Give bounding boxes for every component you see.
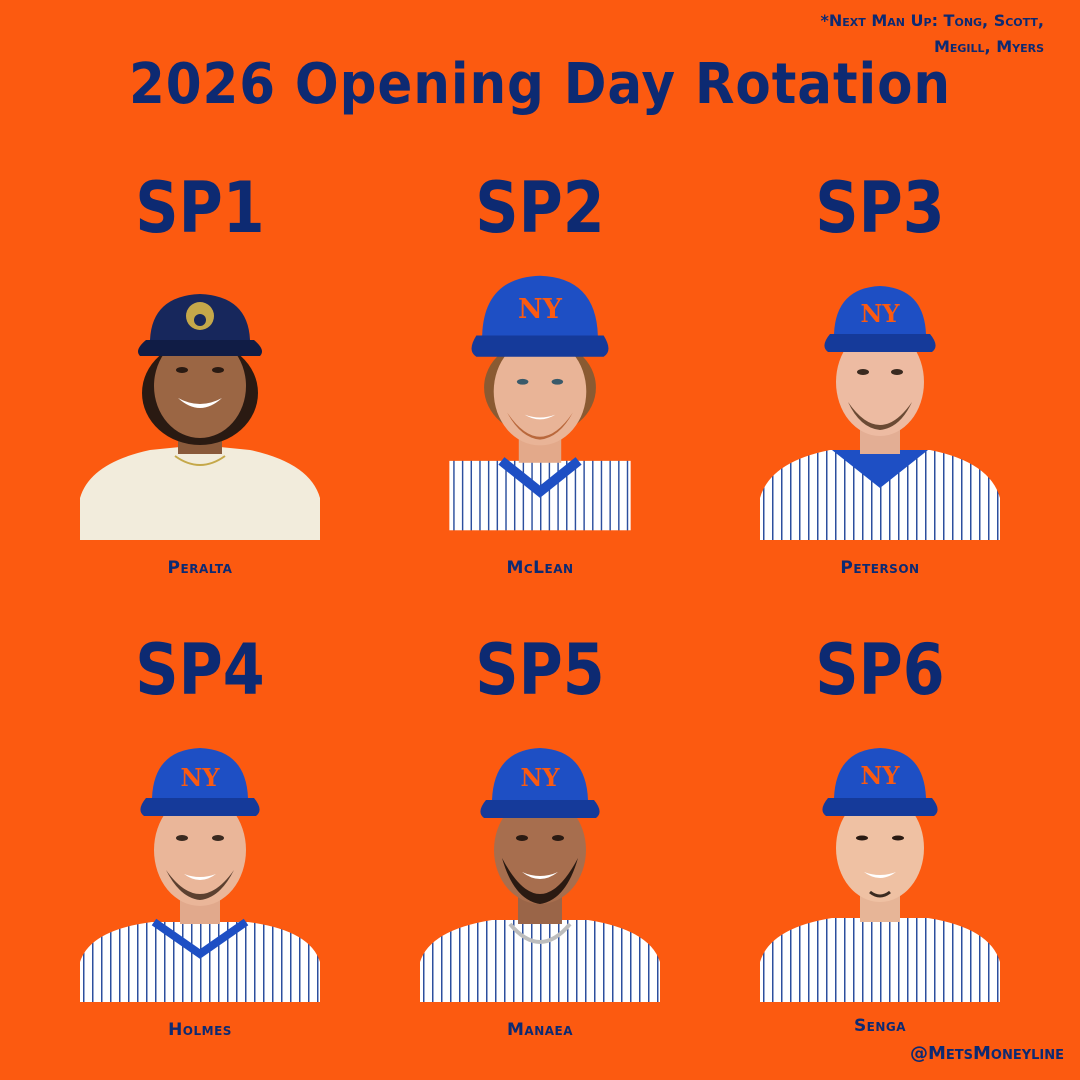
- player-photo-mclean: NY: [410, 268, 670, 538]
- rotation-slot-1: SP1 Peralta: [50, 168, 350, 588]
- player-headshot-icon: NY: [80, 748, 320, 1002]
- player-photo-senga: NY: [750, 740, 1010, 1010]
- svg-text:NY: NY: [860, 299, 900, 328]
- player-photo-manaea: NY: [410, 740, 670, 1010]
- player-name: Peralta: [167, 558, 233, 578]
- player-headshot-icon: NY: [760, 286, 1000, 540]
- svg-text:NY: NY: [518, 294, 563, 325]
- player-headshot-icon: NY: [420, 748, 660, 1002]
- ny-logo-icon: NY: [520, 763, 560, 792]
- ny-logo-icon: NY: [518, 294, 563, 325]
- ny-logo-icon: NY: [860, 299, 900, 328]
- slot-label: SP2: [475, 167, 605, 249]
- player-name: Holmes: [168, 1020, 232, 1040]
- player-name: Peterson: [840, 558, 920, 578]
- player-photo-peralta: [70, 278, 330, 548]
- rotation-slot-3: SP3 NY Peterson: [730, 168, 1030, 588]
- player-name: McLean: [506, 558, 574, 578]
- player-name: Senga: [853, 1016, 907, 1036]
- svg-text:NY: NY: [520, 763, 560, 792]
- player-headshot-icon: NY: [449, 275, 631, 531]
- ball-glove-logo-icon: [186, 302, 214, 330]
- svg-text:NY: NY: [180, 763, 220, 792]
- slot-label: SP4: [135, 629, 265, 711]
- rotation-slot-2: SP2 NY McLean: [390, 168, 690, 588]
- slot-label: SP1: [135, 167, 265, 249]
- player-name: Manaea: [506, 1020, 574, 1040]
- slot-label: SP5: [475, 629, 605, 711]
- rotation-slot-5: SP5 NY Manaea: [390, 630, 690, 1050]
- player-photo-peterson: NY: [750, 278, 1010, 548]
- rotation-slot-4: SP4 NY Holmes: [50, 630, 350, 1050]
- player-photo-holmes: NY: [70, 740, 330, 1010]
- player-headshot-icon: [80, 294, 320, 540]
- slot-label: SP6: [815, 629, 945, 711]
- page-title: 2026 Opening Day Rotation: [128, 52, 952, 117]
- slot-label: SP3: [815, 167, 945, 249]
- next-man-up-line-2: Megill, Myers: [933, 37, 1044, 56]
- next-man-up-line-1: *Next Man Up: Tong, Scott,: [820, 11, 1045, 30]
- ny-logo-icon: NY: [180, 763, 220, 792]
- svg-text:NY: NY: [860, 761, 900, 790]
- ny-logo-icon: NY: [860, 761, 900, 790]
- rotation-slot-6: SP6 NY Senga: [730, 630, 1030, 1050]
- player-headshot-icon: NY: [760, 748, 1000, 1002]
- next-man-up-note: *Next Man Up: Tong, Scott, Megill, Myers: [814, 8, 1045, 60]
- twitter-handle: @MetsMoneyline: [909, 1043, 1064, 1064]
